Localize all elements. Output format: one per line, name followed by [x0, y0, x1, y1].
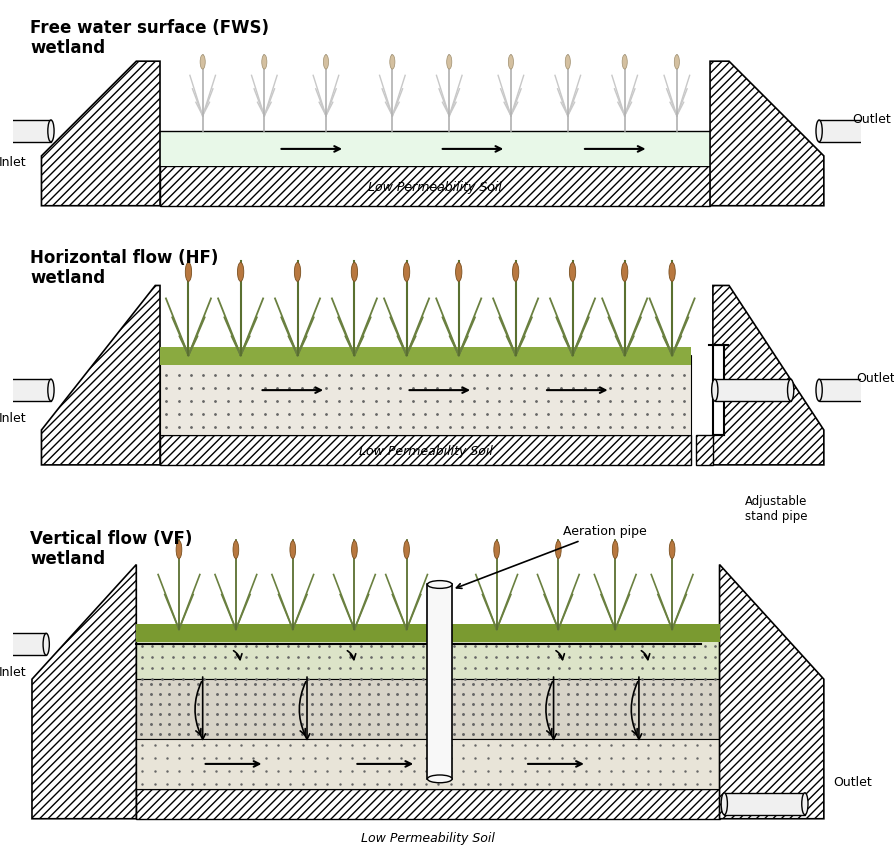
- Ellipse shape: [816, 120, 822, 142]
- Ellipse shape: [294, 263, 300, 282]
- Ellipse shape: [622, 55, 628, 69]
- Text: Adjustable
stand pipe: Adjustable stand pipe: [746, 495, 807, 523]
- Bar: [0, 120, 51, 142]
- Ellipse shape: [176, 540, 181, 558]
- Ellipse shape: [43, 633, 49, 655]
- Ellipse shape: [555, 540, 561, 558]
- Text: Low Permeability Soil: Low Permeability Soil: [358, 446, 493, 459]
- Ellipse shape: [565, 55, 570, 69]
- Text: Outlet: Outlet: [833, 776, 872, 789]
- Text: Aeration pipe: Aeration pipe: [457, 525, 646, 588]
- Text: Outlet: Outlet: [856, 372, 894, 385]
- Ellipse shape: [185, 263, 191, 282]
- Bar: [724, 793, 805, 814]
- Text: wetland: wetland: [30, 269, 105, 287]
- Text: Outlet: Outlet: [852, 113, 890, 126]
- Ellipse shape: [47, 379, 54, 401]
- Ellipse shape: [712, 379, 718, 401]
- Polygon shape: [710, 61, 824, 205]
- Bar: [715, 379, 790, 401]
- Ellipse shape: [674, 55, 679, 69]
- Ellipse shape: [802, 793, 808, 814]
- Polygon shape: [41, 61, 160, 205]
- Ellipse shape: [427, 581, 452, 588]
- Ellipse shape: [390, 55, 395, 69]
- Bar: [136, 739, 720, 789]
- Text: Free water surface (FWS): Free water surface (FWS): [30, 20, 269, 37]
- Ellipse shape: [447, 55, 451, 69]
- Ellipse shape: [621, 263, 628, 282]
- Ellipse shape: [290, 540, 296, 558]
- Ellipse shape: [233, 540, 239, 558]
- Ellipse shape: [721, 793, 728, 814]
- Ellipse shape: [670, 540, 675, 558]
- Polygon shape: [32, 564, 136, 819]
- Text: wetland: wetland: [30, 550, 105, 568]
- Polygon shape: [720, 564, 824, 819]
- Ellipse shape: [200, 55, 206, 69]
- Ellipse shape: [493, 540, 500, 558]
- Bar: [160, 435, 691, 465]
- Text: Inlet: Inlet: [0, 412, 27, 425]
- Bar: [713, 345, 724, 435]
- Ellipse shape: [864, 120, 870, 142]
- Bar: [160, 356, 691, 435]
- Bar: [136, 624, 720, 643]
- Text: Inlet: Inlet: [0, 155, 27, 169]
- Ellipse shape: [816, 379, 822, 401]
- Ellipse shape: [868, 379, 874, 401]
- Text: Vertical flow (VF): Vertical flow (VF): [30, 530, 192, 548]
- Ellipse shape: [404, 540, 409, 558]
- Ellipse shape: [509, 55, 513, 69]
- Bar: [427, 584, 452, 779]
- Text: Inlet: Inlet: [0, 667, 27, 679]
- Text: Low Permeability Soil: Low Permeability Soil: [360, 832, 494, 845]
- Ellipse shape: [427, 775, 452, 783]
- Polygon shape: [696, 435, 713, 465]
- Text: Low Permeability Soil: Low Permeability Soil: [368, 181, 502, 194]
- Ellipse shape: [238, 263, 244, 282]
- Ellipse shape: [324, 55, 328, 69]
- Ellipse shape: [47, 120, 54, 142]
- Bar: [160, 166, 710, 205]
- Ellipse shape: [262, 55, 267, 69]
- Ellipse shape: [512, 263, 519, 282]
- Bar: [0, 379, 51, 401]
- Ellipse shape: [456, 263, 462, 282]
- Bar: [136, 630, 720, 679]
- Ellipse shape: [403, 263, 409, 282]
- Text: wetland: wetland: [30, 40, 105, 58]
- Bar: [160, 347, 691, 365]
- Bar: [819, 379, 872, 401]
- Bar: [160, 131, 710, 166]
- Ellipse shape: [569, 263, 576, 282]
- Ellipse shape: [351, 540, 358, 558]
- Ellipse shape: [669, 263, 675, 282]
- Bar: [819, 120, 866, 142]
- Polygon shape: [713, 285, 824, 465]
- Text: Horizontal flow (HF): Horizontal flow (HF): [30, 248, 218, 266]
- Bar: [136, 789, 720, 819]
- Ellipse shape: [351, 263, 358, 282]
- Bar: [0, 633, 46, 655]
- Ellipse shape: [612, 540, 618, 558]
- Ellipse shape: [788, 379, 794, 401]
- Polygon shape: [41, 285, 160, 465]
- Bar: [136, 679, 720, 739]
